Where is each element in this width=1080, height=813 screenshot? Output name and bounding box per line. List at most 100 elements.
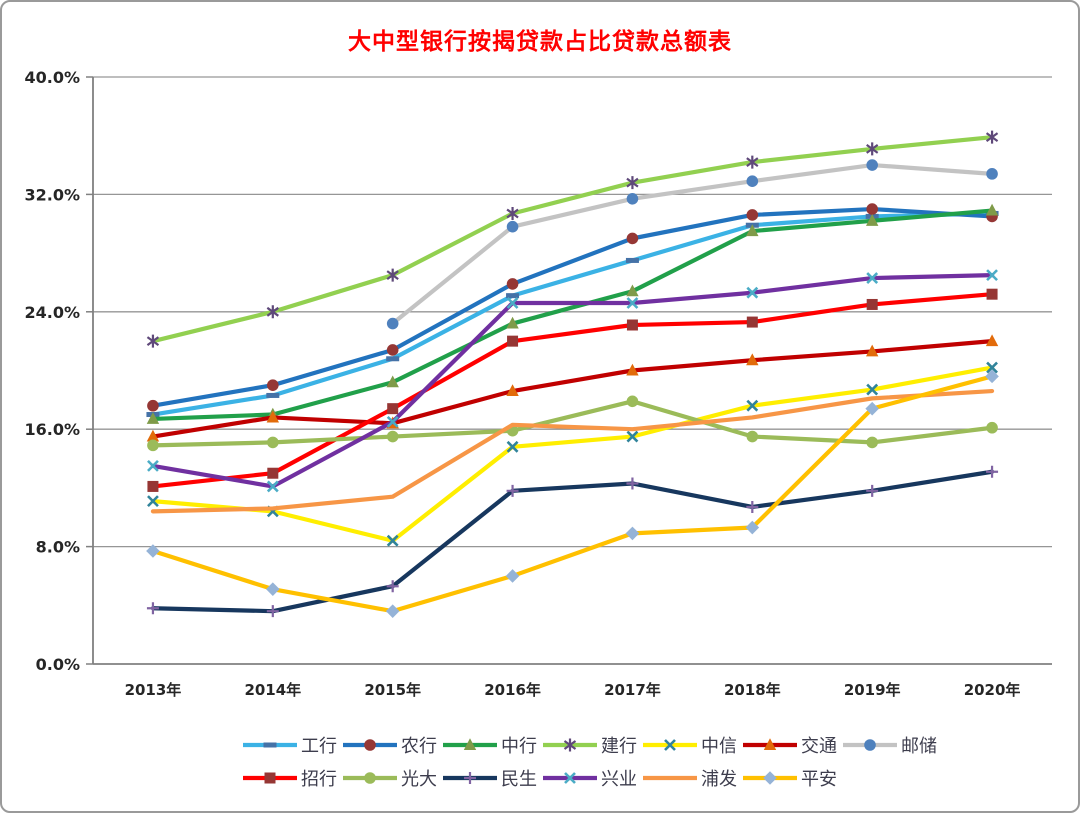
legend-marker-ccb: [563, 738, 577, 752]
series-marker-icbc: [625, 257, 639, 263]
series-line-ccb: [150, 135, 995, 344]
x-axis-label: 2017年: [604, 681, 661, 699]
series-marker-bocom: [506, 384, 519, 397]
series-spdb: [150, 388, 995, 514]
series-marker-icbc: [386, 356, 400, 362]
legend-marker-citic: [664, 739, 676, 751]
series-marker-boc: [985, 203, 999, 216]
legend-item-ccb: 建行: [542, 732, 637, 758]
series-marker-cib: [866, 272, 879, 284]
series-line-bocom: [150, 339, 995, 439]
legend-swatch-cmb: [243, 772, 297, 784]
legend-item-cib: 兴业: [542, 765, 637, 791]
series-line-abc: [150, 206, 995, 408]
series-marker-pingan: [625, 526, 640, 541]
series-marker-ccb: [266, 305, 279, 319]
series-marker-ccb: [985, 130, 999, 144]
legend-swatch-ceb: [343, 772, 397, 784]
series-marker-cib: [266, 480, 279, 493]
legend-label-ccb: 建行: [601, 736, 637, 756]
series-marker-ceb: [267, 436, 279, 449]
series-marker-psbc: [746, 175, 759, 187]
series-marker-boc: [386, 375, 399, 388]
series-marker-minsheng: [146, 602, 159, 615]
series-marker-ccb: [146, 334, 160, 348]
series-marker-ceb: [386, 430, 399, 443]
series-marker-psbc: [506, 220, 519, 233]
series-pingan: [146, 369, 999, 618]
x-axis-label: 2016年: [484, 681, 541, 699]
series-cib: [147, 269, 998, 493]
series-marker-cmb: [746, 316, 758, 328]
series-marker-citic: [147, 495, 159, 508]
series-marker-cib: [626, 297, 639, 309]
legend-label-psbc: 邮储: [901, 736, 937, 756]
series-marker-cmb: [267, 467, 279, 479]
series-marker-boc: [865, 214, 879, 226]
legend-marker-cib: [564, 772, 576, 784]
series-psbc: [386, 159, 998, 330]
legend-marker-pingan: [763, 771, 777, 785]
series-marker-citic: [746, 399, 759, 412]
series-line-minsheng: [150, 469, 995, 614]
y-axis-label: 16.0%: [24, 420, 80, 439]
series-marker-minsheng: [626, 477, 639, 490]
series-marker-cib: [147, 459, 159, 472]
legend-swatch-icbc: [243, 742, 297, 748]
series-marker-ccb: [626, 176, 639, 190]
series-marker-abc: [267, 379, 279, 391]
series-marker-boc: [626, 284, 639, 297]
legend-swatch-minsheng: [443, 772, 497, 784]
chart-title: 大中型银行按揭贷款占比贷款总额表: [348, 29, 732, 54]
series-marker-boc: [146, 412, 160, 424]
series-marker-abc: [147, 399, 159, 412]
series-marker-ceb: [626, 395, 639, 408]
series-marker-bocom: [626, 363, 639, 376]
series-marker-boc: [746, 224, 759, 237]
series-marker-cmb: [507, 335, 519, 347]
legend-swatch-bocom: [743, 738, 797, 750]
series-marker-pingan: [505, 569, 520, 583]
legend-label-ceb: 光大: [401, 769, 437, 789]
legend-marker-ceb: [364, 772, 376, 784]
series-marker-cib: [986, 269, 998, 282]
series-marker-bocom: [985, 334, 999, 347]
legend-row-2: 招行 光大 民生 兴业 浦发 平安: [242, 765, 1062, 791]
series-marker-ceb: [746, 430, 759, 443]
legend-label-icbc: 工行: [301, 736, 337, 756]
series-abc: [147, 203, 998, 412]
legend-item-minsheng: 民生: [442, 765, 537, 791]
legend-marker-minsheng: [464, 772, 476, 784]
series-marker-ccb: [866, 142, 879, 156]
series-marker-pingan: [385, 604, 400, 618]
series-marker-minsheng: [266, 605, 279, 618]
series-marker-abc: [386, 344, 399, 356]
legend-item-bocom: 交通: [742, 732, 837, 758]
series-marker-ccb: [746, 155, 759, 169]
legend-swatch-spdb: [643, 775, 697, 781]
legend-marker-icbc: [263, 742, 277, 748]
y-axis-label: 8.0%: [36, 538, 80, 557]
legend-swatch-ccb: [543, 738, 597, 752]
series-marker-ccb: [506, 206, 519, 220]
series-marker-bocom: [865, 344, 879, 357]
y-axis-label: 0.0%: [36, 655, 80, 674]
legend-label-pingan: 平安: [801, 769, 837, 789]
legend-marker-abc: [364, 739, 376, 751]
legend-item-psbc: 邮储: [842, 732, 937, 758]
legend-item-icbc: 工行: [242, 732, 337, 758]
series-marker-psbc: [986, 168, 998, 180]
series-marker-cmb: [626, 319, 638, 331]
chart-legend: 工行 农行 中行 建行 中信 交通 邮储 招行 光大 民生 兴业 浦发 平安: [242, 732, 1062, 798]
series-ccb: [146, 130, 999, 348]
series-marker-bocom: [146, 429, 160, 442]
series-line-pingan: [150, 374, 995, 614]
legend-swatch-citic: [643, 739, 697, 751]
series-line-cmb: [150, 292, 995, 489]
legend-label-cmb: 招行: [301, 769, 337, 789]
legend-item-abc: 农行: [342, 732, 437, 758]
legend-marker-bocom: [763, 738, 777, 750]
legend-item-citic: 中信: [642, 732, 737, 758]
y-axis-label: 40.0%: [24, 68, 80, 87]
legend-swatch-abc: [343, 739, 397, 751]
